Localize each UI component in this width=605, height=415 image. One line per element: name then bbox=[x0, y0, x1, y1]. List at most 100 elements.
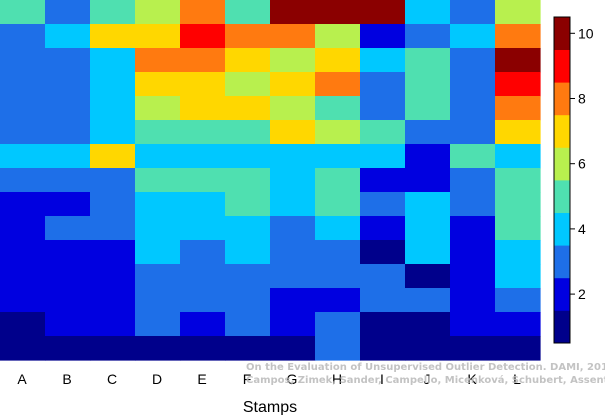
colorbar-tick-label-8: 8 bbox=[578, 91, 586, 107]
heatmap-cell-H-7 bbox=[315, 144, 361, 169]
heatmap-cell-I-7 bbox=[360, 144, 406, 169]
heatmap-cell-G-13 bbox=[270, 288, 316, 313]
heatmap-cell-H-1 bbox=[315, 0, 361, 25]
x-tick-label-K: K bbox=[467, 371, 477, 387]
x-tick-label-H: H bbox=[332, 371, 342, 387]
heatmap-cell-J-14 bbox=[405, 312, 451, 337]
heatmap-cell-B-2 bbox=[45, 24, 91, 49]
heatmap-cell-B-6 bbox=[45, 120, 91, 145]
heatmap-cell-B-3 bbox=[45, 48, 91, 73]
heatmap-cell-D-3 bbox=[135, 48, 181, 73]
heatmap-cell-G-7 bbox=[270, 144, 316, 169]
heatmap-cell-H-3 bbox=[315, 48, 361, 73]
heatmap-cell-B-7 bbox=[45, 144, 91, 169]
heatmap-cell-A-2 bbox=[0, 24, 46, 49]
heatmap-cell-A-3 bbox=[0, 48, 46, 73]
heatmap-cell-J-10 bbox=[405, 216, 451, 241]
heatmap-cell-E-6 bbox=[180, 120, 226, 145]
heatmap-cell-I-2 bbox=[360, 24, 406, 49]
colorbar-level-6 bbox=[554, 147, 570, 181]
heatmap-cell-H-5 bbox=[315, 96, 361, 121]
heatmap-cell-E-8 bbox=[180, 168, 226, 193]
heatmap-cell-J-9 bbox=[405, 192, 451, 217]
heatmap-cell-L-15 bbox=[495, 336, 541, 361]
heatmap-cell-I-9 bbox=[360, 192, 406, 217]
heatmap-cell-C-8 bbox=[90, 168, 136, 193]
heatmap-cell-J-15 bbox=[405, 336, 451, 361]
heatmap-cell-H-14 bbox=[315, 312, 361, 337]
heatmap-cell-K-10 bbox=[450, 216, 496, 241]
colorbar-tick-label-2: 2 bbox=[578, 286, 586, 302]
heatmap-cell-H-4 bbox=[315, 72, 361, 97]
heatmap-cell-A-12 bbox=[0, 264, 46, 289]
heatmap-cell-H-12 bbox=[315, 264, 361, 289]
heatmap-cell-D-15 bbox=[135, 336, 181, 361]
heatmap-cell-G-1 bbox=[270, 0, 316, 25]
heatmap-cell-D-13 bbox=[135, 288, 181, 313]
heatmap-cell-G-12 bbox=[270, 264, 316, 289]
heatmap-cell-B-8 bbox=[45, 168, 91, 193]
heatmap-cell-D-14 bbox=[135, 312, 181, 337]
heatmap-cell-K-8 bbox=[450, 168, 496, 193]
heatmap-cell-J-12 bbox=[405, 264, 451, 289]
heatmap-cell-F-3 bbox=[225, 48, 271, 73]
heatmap-cell-H-11 bbox=[315, 240, 361, 265]
heatmap-cell-B-9 bbox=[45, 192, 91, 217]
x-tick-label-A: A bbox=[17, 371, 27, 387]
heatmap-cell-K-1 bbox=[450, 0, 496, 25]
heatmap-cell-J-6 bbox=[405, 120, 451, 145]
heatmap-cell-L-8 bbox=[495, 168, 541, 193]
heatmap-cell-I-10 bbox=[360, 216, 406, 241]
x-axis-title: Stamps bbox=[243, 399, 297, 415]
colorbar-level-4 bbox=[554, 212, 570, 246]
heatmap-cell-L-10 bbox=[495, 216, 541, 241]
heatmap-cell-L-4 bbox=[495, 72, 541, 97]
heatmap-cell-H-10 bbox=[315, 216, 361, 241]
heatmap-cell-I-13 bbox=[360, 288, 406, 313]
heatmap-cell-H-2 bbox=[315, 24, 361, 49]
heatmap-cell-H-13 bbox=[315, 288, 361, 313]
heatmap-cell-A-5 bbox=[0, 96, 46, 121]
heatmap-cell-E-10 bbox=[180, 216, 226, 241]
heatmap-cell-A-9 bbox=[0, 192, 46, 217]
colorbar-tick-label-6: 6 bbox=[578, 156, 586, 172]
heatmap-cell-J-13 bbox=[405, 288, 451, 313]
heatmap-cell-K-9 bbox=[450, 192, 496, 217]
heatmap-cell-C-11 bbox=[90, 240, 136, 265]
heatmap-cell-G-11 bbox=[270, 240, 316, 265]
heatmap-cell-I-3 bbox=[360, 48, 406, 73]
heatmap-cell-I-11 bbox=[360, 240, 406, 265]
heatmap-cell-G-4 bbox=[270, 72, 316, 97]
x-tick-label-E: E bbox=[197, 371, 206, 387]
heatmap-cell-L-5 bbox=[495, 96, 541, 121]
heatmap-cell-H-8 bbox=[315, 168, 361, 193]
heatmap-cell-G-14 bbox=[270, 312, 316, 337]
heatmap-cell-L-1 bbox=[495, 0, 541, 25]
heatmap-cell-K-5 bbox=[450, 96, 496, 121]
heatmap-cell-H-6 bbox=[315, 120, 361, 145]
heatmap-cell-A-1 bbox=[0, 0, 46, 25]
heatmap-cell-I-6 bbox=[360, 120, 406, 145]
heatmap-cell-B-14 bbox=[45, 312, 91, 337]
heatmap-cell-G-9 bbox=[270, 192, 316, 217]
heatmap-cell-J-8 bbox=[405, 168, 451, 193]
heatmap-cell-J-7 bbox=[405, 144, 451, 169]
heatmap-cell-E-1 bbox=[180, 0, 226, 25]
colorbar-level-7 bbox=[554, 114, 570, 148]
heatmap-cell-F-1 bbox=[225, 0, 271, 25]
heatmap-cell-K-14 bbox=[450, 312, 496, 337]
heatmap-cell-L-11 bbox=[495, 240, 541, 265]
x-tick-label-G: G bbox=[287, 371, 298, 387]
heatmap-cell-F-8 bbox=[225, 168, 271, 193]
heatmap-cell-C-3 bbox=[90, 48, 136, 73]
colorbar-tick-labels: 2 4 6 8 10 bbox=[570, 25, 594, 302]
heatmap-cell-F-6 bbox=[225, 120, 271, 145]
heatmap-cell-C-9 bbox=[90, 192, 136, 217]
x-tick-labels: A B C D E F G H I J K L bbox=[17, 371, 521, 387]
heatmap-cell-J-11 bbox=[405, 240, 451, 265]
heatmap-cell-D-1 bbox=[135, 0, 181, 25]
heatmap-cell-K-11 bbox=[450, 240, 496, 265]
colorbar-frame bbox=[553, 16, 571, 344]
heatmap-cell-A-10 bbox=[0, 216, 46, 241]
